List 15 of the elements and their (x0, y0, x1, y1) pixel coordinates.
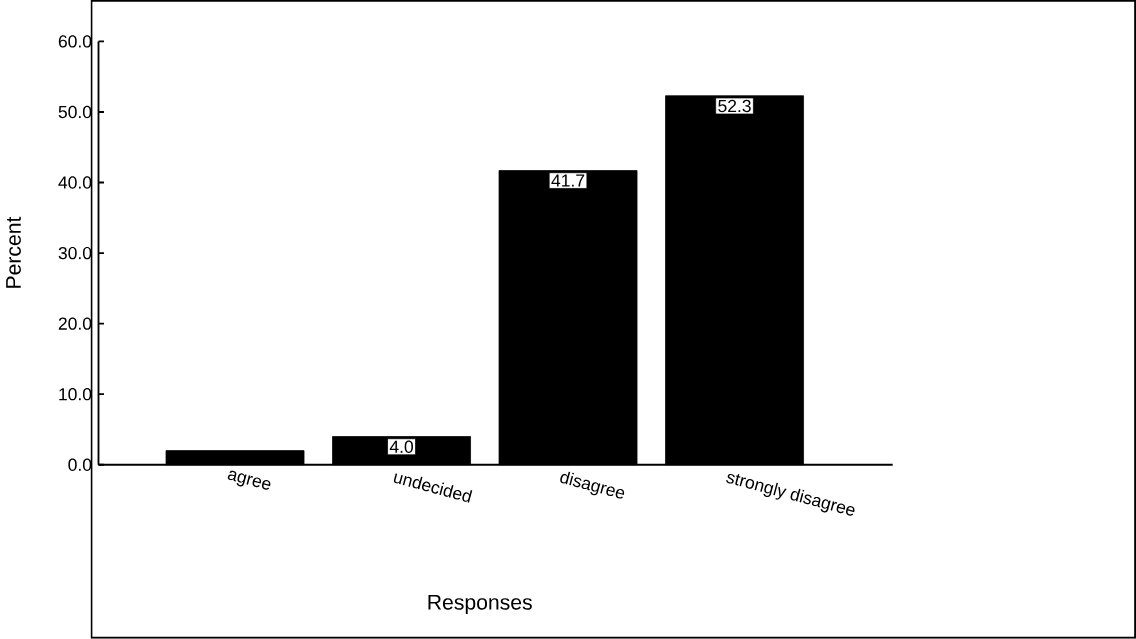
data-label: 52.3 (718, 99, 751, 113)
y-tick-label: 50.0 (58, 105, 92, 119)
y-tick-label: 0.0 (68, 458, 92, 472)
x-tick-label: strongly disagree (726, 474, 855, 516)
data-label: 4.0 (389, 440, 413, 454)
y-tick-label: 30.0 (58, 247, 92, 260)
data-label: 41.7 (551, 174, 585, 187)
y-tick-label: 60.0 (58, 35, 92, 48)
x-axis-title: Responses (428, 595, 532, 615)
x-tick-label: agree (227, 471, 271, 490)
x-tick-label: disagree (560, 471, 625, 499)
y-axis-title: Percent (6, 216, 21, 288)
y-tick-label: 10.0 (59, 388, 92, 401)
y-tick-label: 20.0 (58, 317, 92, 330)
y-tick-label: 40.0 (58, 176, 92, 189)
